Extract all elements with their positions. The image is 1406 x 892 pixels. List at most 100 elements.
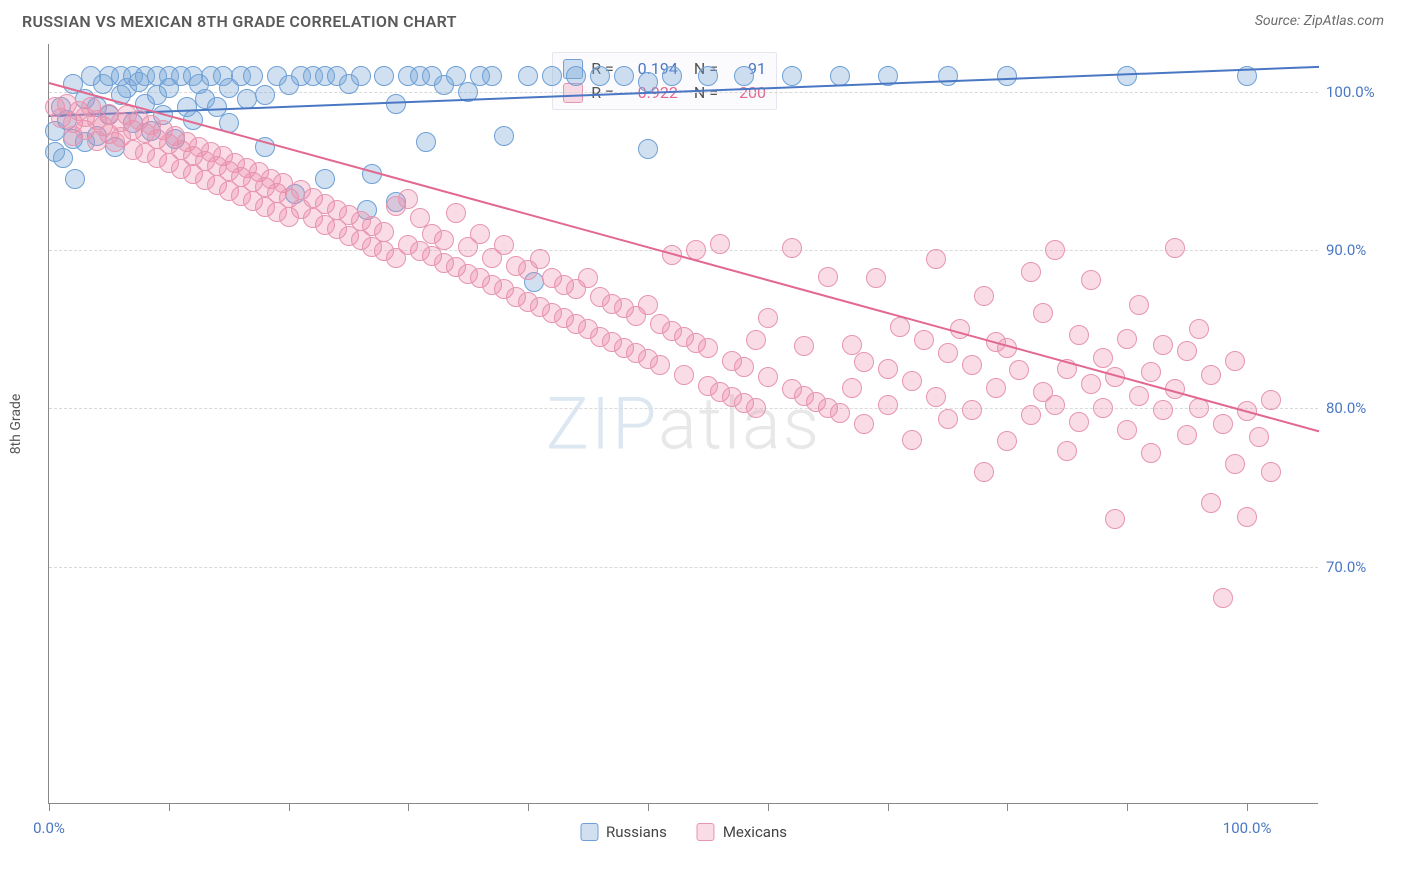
data-point (902, 430, 922, 450)
y-axis-label: 8th Grade (8, 394, 24, 455)
data-point (1153, 335, 1173, 355)
data-point (1093, 348, 1113, 368)
data-point (830, 403, 850, 423)
data-point (746, 398, 766, 418)
data-point (1033, 303, 1053, 323)
x-tick (1007, 803, 1008, 811)
data-point (1189, 319, 1209, 339)
source-prefix: Source: (1255, 13, 1304, 29)
data-point (890, 317, 910, 337)
data-point (758, 308, 778, 328)
data-point (1129, 386, 1149, 406)
x-tick-label: 0.0% (33, 819, 65, 837)
grid-line (49, 250, 1318, 251)
data-point (1249, 427, 1269, 447)
x-tick (408, 803, 409, 811)
data-point (674, 365, 694, 385)
data-point (962, 355, 982, 375)
data-point (746, 330, 766, 350)
data-point (830, 66, 850, 86)
data-point (710, 234, 730, 254)
data-point (638, 139, 658, 159)
data-point (818, 267, 838, 287)
chart-title: RUSSIAN VS MEXICAN 8TH GRADE CORRELATION… (22, 12, 457, 31)
data-point (1141, 362, 1161, 382)
x-tick-label: 100.0% (1223, 819, 1272, 837)
data-point (638, 72, 658, 92)
x-tick (1247, 803, 1248, 811)
x-tick (768, 803, 769, 811)
data-point (782, 238, 802, 258)
data-point (698, 66, 718, 86)
grid-line (49, 567, 1318, 568)
data-point (926, 387, 946, 407)
x-tick (888, 803, 889, 811)
data-point (386, 94, 406, 114)
data-point (65, 169, 85, 189)
x-tick (528, 803, 529, 811)
legend-label: Russians (606, 823, 667, 841)
data-point (974, 462, 994, 482)
data-point (315, 169, 335, 189)
chart-header: RUSSIAN VS MEXICAN 8TH GRADE CORRELATION… (0, 0, 1406, 36)
data-point (938, 66, 958, 86)
data-point (518, 66, 538, 86)
data-point (878, 395, 898, 415)
scatter-plot: ZIPatlas R =0.194N =91R =-0.922N =200 Ru… (48, 44, 1318, 804)
data-point (1117, 329, 1137, 349)
data-point (542, 66, 562, 86)
data-point (1201, 493, 1221, 513)
x-tick (169, 803, 170, 811)
legend-label: Mexicans (723, 823, 787, 841)
data-point (530, 249, 550, 269)
data-point (926, 249, 946, 269)
data-point (794, 336, 814, 356)
data-point (1177, 341, 1197, 361)
data-point (842, 378, 862, 398)
watermark: ZIPatlas (546, 381, 821, 466)
data-point (53, 148, 73, 168)
data-point (446, 203, 466, 223)
data-point (902, 371, 922, 391)
data-point (1153, 400, 1173, 420)
data-point (854, 414, 874, 434)
data-point (734, 357, 754, 377)
data-point (1201, 365, 1221, 385)
data-point (938, 343, 958, 363)
data-point (1225, 454, 1245, 474)
legend-swatch (580, 823, 598, 841)
data-point (866, 268, 886, 288)
x-tick (1127, 803, 1128, 811)
data-point (243, 66, 263, 86)
legend-swatch (697, 823, 715, 841)
data-point (662, 66, 682, 86)
data-point (416, 132, 436, 152)
data-point (1129, 295, 1149, 315)
y-tick-label: 80.0% (1326, 399, 1390, 417)
data-point (638, 295, 658, 315)
watermark-zip: ZIP (546, 381, 658, 466)
data-point (1057, 441, 1077, 461)
data-point (1081, 374, 1101, 394)
data-point (650, 355, 670, 375)
data-point (1225, 351, 1245, 371)
data-point (1117, 66, 1137, 86)
data-point (997, 431, 1017, 451)
data-point (1009, 360, 1029, 380)
data-point (1177, 425, 1197, 445)
data-point (842, 335, 862, 355)
data-point (1069, 412, 1089, 432)
data-point (494, 235, 514, 255)
data-point (398, 189, 418, 209)
data-point (1069, 325, 1089, 345)
data-point (986, 378, 1006, 398)
data-point (494, 126, 514, 146)
data-point (482, 66, 502, 86)
source-link[interactable]: ZipAtlas.com (1304, 13, 1384, 29)
data-point (854, 352, 874, 372)
series-legend: Russians Mexicans (580, 823, 787, 841)
data-point (1165, 238, 1185, 258)
data-point (938, 409, 958, 429)
x-tick (49, 803, 50, 811)
data-point (578, 268, 598, 288)
